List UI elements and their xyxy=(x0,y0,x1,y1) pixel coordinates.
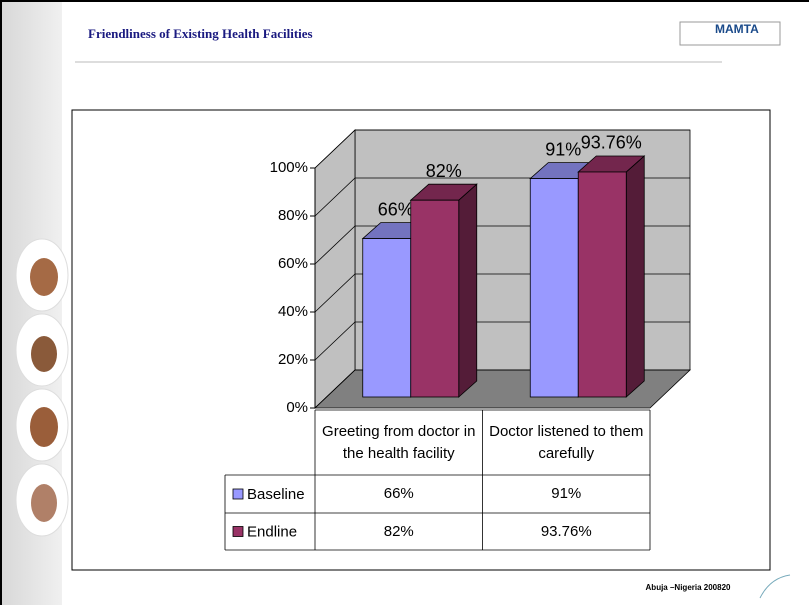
table-value-box: 91% xyxy=(551,485,582,502)
faces xyxy=(15,238,69,537)
table-value: 93.76% xyxy=(540,522,592,540)
bar xyxy=(362,238,412,398)
legend-label: Baseline xyxy=(247,486,305,503)
bar xyxy=(529,178,579,398)
y-tick-label: 60% xyxy=(278,255,308,272)
table-value-box: 66% xyxy=(383,485,414,502)
y-tick-label: 40% xyxy=(278,303,308,320)
legend-swatch xyxy=(232,526,244,537)
y-tick-label: 20% xyxy=(278,351,308,368)
x-tick-label-box: Greeting from doctor in the health facil… xyxy=(322,422,476,462)
bar xyxy=(410,199,460,398)
bar-side xyxy=(625,155,645,398)
value-label: 93.76% xyxy=(581,133,642,153)
value-label: 82% xyxy=(426,161,462,181)
bar xyxy=(577,171,627,398)
side-wall xyxy=(314,129,356,409)
x-tick-label: Greeting from doctor in the health facil… xyxy=(322,422,476,462)
x-tick-label-box: Doctor listened to them carefully xyxy=(489,422,644,462)
slide-title: Friendliness of Existing Health Faciliti… xyxy=(88,26,313,41)
logo: MAMTA xyxy=(715,22,759,36)
table-value: 82% xyxy=(383,522,414,540)
y-tick-label: 80% xyxy=(278,207,308,224)
footer-ornament xyxy=(759,574,791,599)
table-value: 91% xyxy=(551,485,582,502)
x-tick-label: Doctor listened to them carefully xyxy=(489,422,644,462)
legend-label: Endline xyxy=(247,523,297,540)
value-label: 66% xyxy=(378,199,414,219)
bar-side xyxy=(458,183,478,398)
grid-line xyxy=(314,129,690,169)
value-label: 91% xyxy=(545,139,581,159)
table-value: 66% xyxy=(383,485,414,502)
footer: Abuja –Nigeria 200820 xyxy=(646,583,731,592)
table-value-box: 93.76% xyxy=(540,522,592,540)
logo-box xyxy=(679,21,781,46)
legend-swatch xyxy=(232,488,244,500)
table-value-box: 82% xyxy=(383,522,414,540)
y-tick-label: 0% xyxy=(286,399,308,416)
y-tick-label: 100% xyxy=(270,159,308,176)
